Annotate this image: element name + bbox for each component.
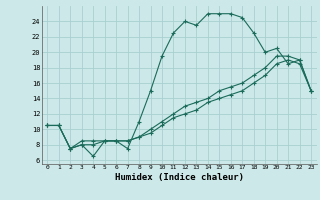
X-axis label: Humidex (Indice chaleur): Humidex (Indice chaleur): [115, 173, 244, 182]
